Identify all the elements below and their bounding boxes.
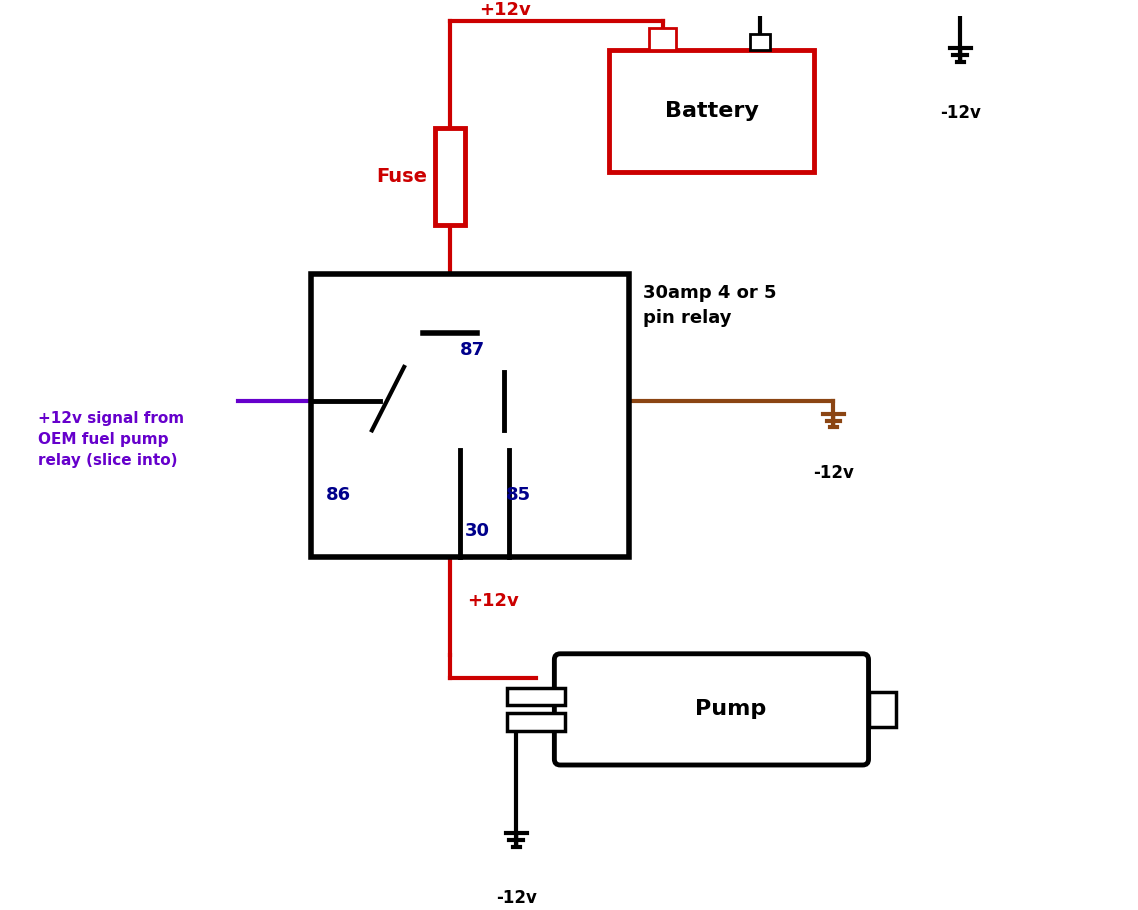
Text: Fuse: Fuse xyxy=(377,167,428,187)
Text: 87: 87 xyxy=(460,340,485,359)
Text: 86: 86 xyxy=(327,486,352,503)
Bar xyxy=(649,28,676,50)
Bar xyxy=(609,50,814,172)
Text: 30amp 4 or 5
pin relay: 30amp 4 or 5 pin relay xyxy=(643,284,776,327)
Bar xyxy=(868,692,896,727)
Text: -12v: -12v xyxy=(813,464,854,482)
Text: 30: 30 xyxy=(464,521,489,540)
Bar xyxy=(506,688,566,705)
Text: +12v signal from
OEM fuel pump
relay (slice into): +12v signal from OEM fuel pump relay (sl… xyxy=(39,410,184,468)
Bar xyxy=(312,274,628,557)
Text: 85: 85 xyxy=(506,486,531,503)
Text: +12v: +12v xyxy=(479,1,531,18)
Text: -12v: -12v xyxy=(940,104,981,122)
Bar xyxy=(506,713,566,731)
Text: Battery: Battery xyxy=(665,101,758,121)
Bar xyxy=(750,35,770,50)
Bar xyxy=(436,128,464,226)
Text: -12v: -12v xyxy=(496,889,537,907)
Text: +12v: +12v xyxy=(468,592,519,610)
FancyBboxPatch shape xyxy=(554,653,868,765)
Text: Pump: Pump xyxy=(695,700,767,720)
